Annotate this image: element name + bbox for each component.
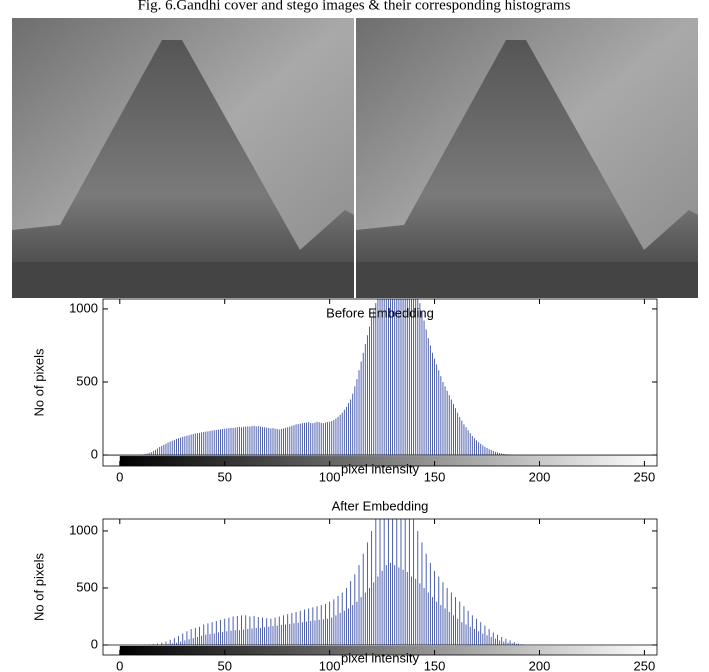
chart-title: Before Embedding	[326, 305, 434, 320]
histogram: 0 50 100 150 200 250 0 500 1000 After Embedding pi…	[0, 474, 657, 672]
x-tick-label: 250	[634, 658, 656, 672]
x-tick-label: 100	[319, 469, 341, 484]
caption: Fig. 6.Gandhi cover and stego images & t…	[138, 0, 571, 13]
x-tick-label: 0	[116, 469, 123, 484]
y-axis-label: No of pixels	[31, 553, 46, 621]
x-tick-label: 200	[529, 658, 551, 672]
histogram: 0 50 100 150 200 250 0 500 1000 Before Embedding p…	[31, 272, 657, 484]
x-tick-label: 250	[634, 469, 656, 484]
x-tick-label: 200	[529, 469, 551, 484]
x-axis-label: pixel intensity	[341, 650, 420, 665]
stego-image	[356, 18, 698, 298]
x-tick-label: 50	[217, 658, 231, 672]
x-tick-label: 100	[319, 658, 341, 672]
x-axis-label: pixel intensity	[341, 461, 420, 476]
y-tick-label: 500	[76, 579, 98, 594]
y-tick-label: 500	[76, 373, 98, 388]
figure: Fig. 6.Gandhi cover and stego images & t…	[0, 0, 709, 672]
chart-title: After Embedding	[332, 498, 429, 513]
cover-image	[12, 18, 354, 298]
x-tick-label: 50	[217, 469, 231, 484]
x-tick-label: 150	[424, 658, 446, 672]
y-tick-label: 0	[91, 636, 98, 651]
x-tick-label: 150	[424, 469, 446, 484]
x-tick-label: 0	[116, 658, 123, 672]
y-axis-label: No of pixels	[31, 348, 46, 416]
y-tick-label: 1000	[69, 300, 98, 315]
y-tick-label: 1000	[69, 522, 98, 537]
y-tick-label: 0	[91, 446, 98, 461]
